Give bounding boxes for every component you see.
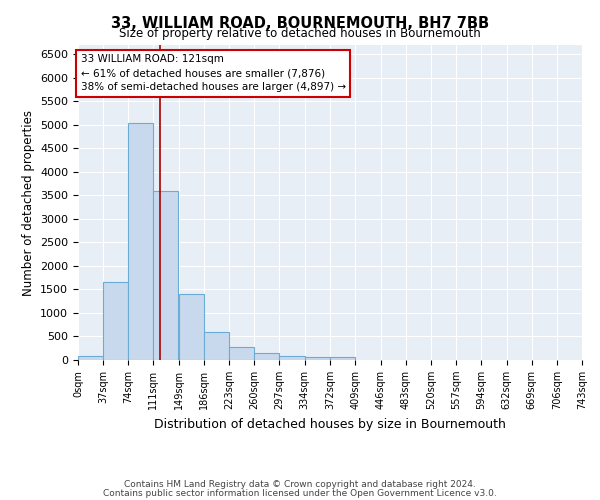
Bar — [153, 190, 178, 360]
Text: 33, WILLIAM ROAD, BOURNEMOUTH, BH7 7BB: 33, WILLIAM ROAD, BOURNEMOUTH, BH7 7BB — [111, 16, 489, 32]
Bar — [229, 347, 254, 360]
Bar — [331, 357, 355, 360]
X-axis label: Distribution of detached houses by size in Bournemouth: Distribution of detached houses by size … — [154, 418, 506, 430]
Bar — [103, 282, 128, 360]
Y-axis label: Number of detached properties: Number of detached properties — [22, 110, 35, 296]
Bar — [254, 353, 280, 360]
Bar — [305, 357, 329, 360]
Text: Contains public sector information licensed under the Open Government Licence v3: Contains public sector information licen… — [103, 488, 497, 498]
Bar — [78, 356, 103, 360]
Text: Size of property relative to detached houses in Bournemouth: Size of property relative to detached ho… — [119, 28, 481, 40]
Bar — [204, 332, 229, 360]
Bar — [280, 356, 305, 360]
Bar — [179, 294, 204, 360]
Text: 33 WILLIAM ROAD: 121sqm
← 61% of detached houses are smaller (7,876)
38% of semi: 33 WILLIAM ROAD: 121sqm ← 61% of detache… — [80, 54, 346, 92]
Bar — [128, 122, 153, 360]
Text: Contains HM Land Registry data © Crown copyright and database right 2024.: Contains HM Land Registry data © Crown c… — [124, 480, 476, 489]
